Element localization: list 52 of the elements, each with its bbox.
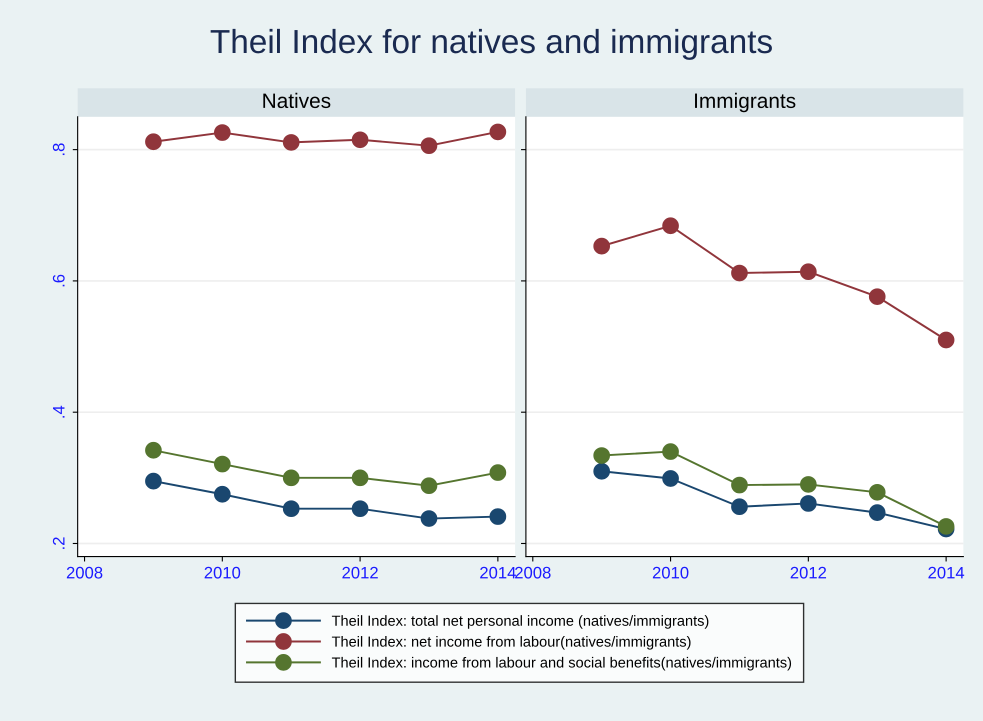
point bbox=[800, 263, 817, 280]
point bbox=[662, 443, 679, 460]
point bbox=[868, 504, 886, 521]
x-tick-label: 2008 bbox=[515, 566, 551, 579]
point bbox=[420, 477, 438, 494]
point bbox=[593, 462, 610, 480]
y-tick-label: .4 bbox=[53, 406, 64, 418]
point bbox=[214, 124, 231, 141]
point bbox=[145, 442, 162, 459]
point bbox=[662, 217, 679, 234]
point bbox=[420, 510, 438, 527]
point bbox=[662, 470, 679, 487]
point bbox=[214, 486, 231, 503]
point bbox=[145, 133, 162, 150]
x-tick-label: 2012 bbox=[342, 566, 378, 579]
point bbox=[352, 131, 368, 148]
chart-subtitle: Immigrants bbox=[695, 92, 796, 112]
point bbox=[868, 288, 886, 305]
x-tick-label: 2014 bbox=[480, 566, 516, 579]
point bbox=[420, 137, 438, 154]
chart-title: Theil Index for natives and immigrants bbox=[210, 28, 772, 60]
chart-subtitle: Natives bbox=[263, 92, 330, 108]
x-tick-label: 2012 bbox=[790, 566, 826, 579]
point bbox=[800, 495, 817, 512]
point bbox=[490, 464, 506, 481]
point bbox=[938, 332, 954, 348]
point bbox=[800, 476, 817, 493]
point bbox=[145, 472, 162, 490]
x-tick-label: 2010 bbox=[204, 566, 240, 579]
point bbox=[352, 470, 368, 486]
point bbox=[490, 124, 506, 140]
y-tick-label: .8 bbox=[52, 143, 65, 156]
point bbox=[352, 500, 368, 518]
point bbox=[282, 134, 300, 151]
y-tick-label: .6 bbox=[52, 274, 65, 286]
x-tick-label: 2010 bbox=[652, 566, 688, 579]
point bbox=[731, 264, 748, 282]
point bbox=[593, 238, 610, 254]
point bbox=[490, 508, 506, 525]
legend-label: Theil Index: net income from labour(natives/immigrants) bbox=[332, 636, 691, 650]
legend-label: Theil Index: total net personal income (natives/immigrants) bbox=[332, 615, 708, 629]
point bbox=[731, 476, 748, 494]
point bbox=[731, 498, 748, 516]
point bbox=[282, 500, 300, 518]
point bbox=[282, 470, 300, 486]
legend-label: Theil Index: income from labour and social benefits(natives/immigrants) bbox=[332, 656, 792, 671]
point bbox=[868, 484, 886, 501]
point bbox=[593, 447, 610, 464]
y-tick-label: .2 bbox=[52, 537, 64, 549]
x-tick-label: 2008 bbox=[66, 566, 102, 579]
x-tick-label: 2014 bbox=[928, 566, 964, 579]
point bbox=[214, 456, 231, 472]
